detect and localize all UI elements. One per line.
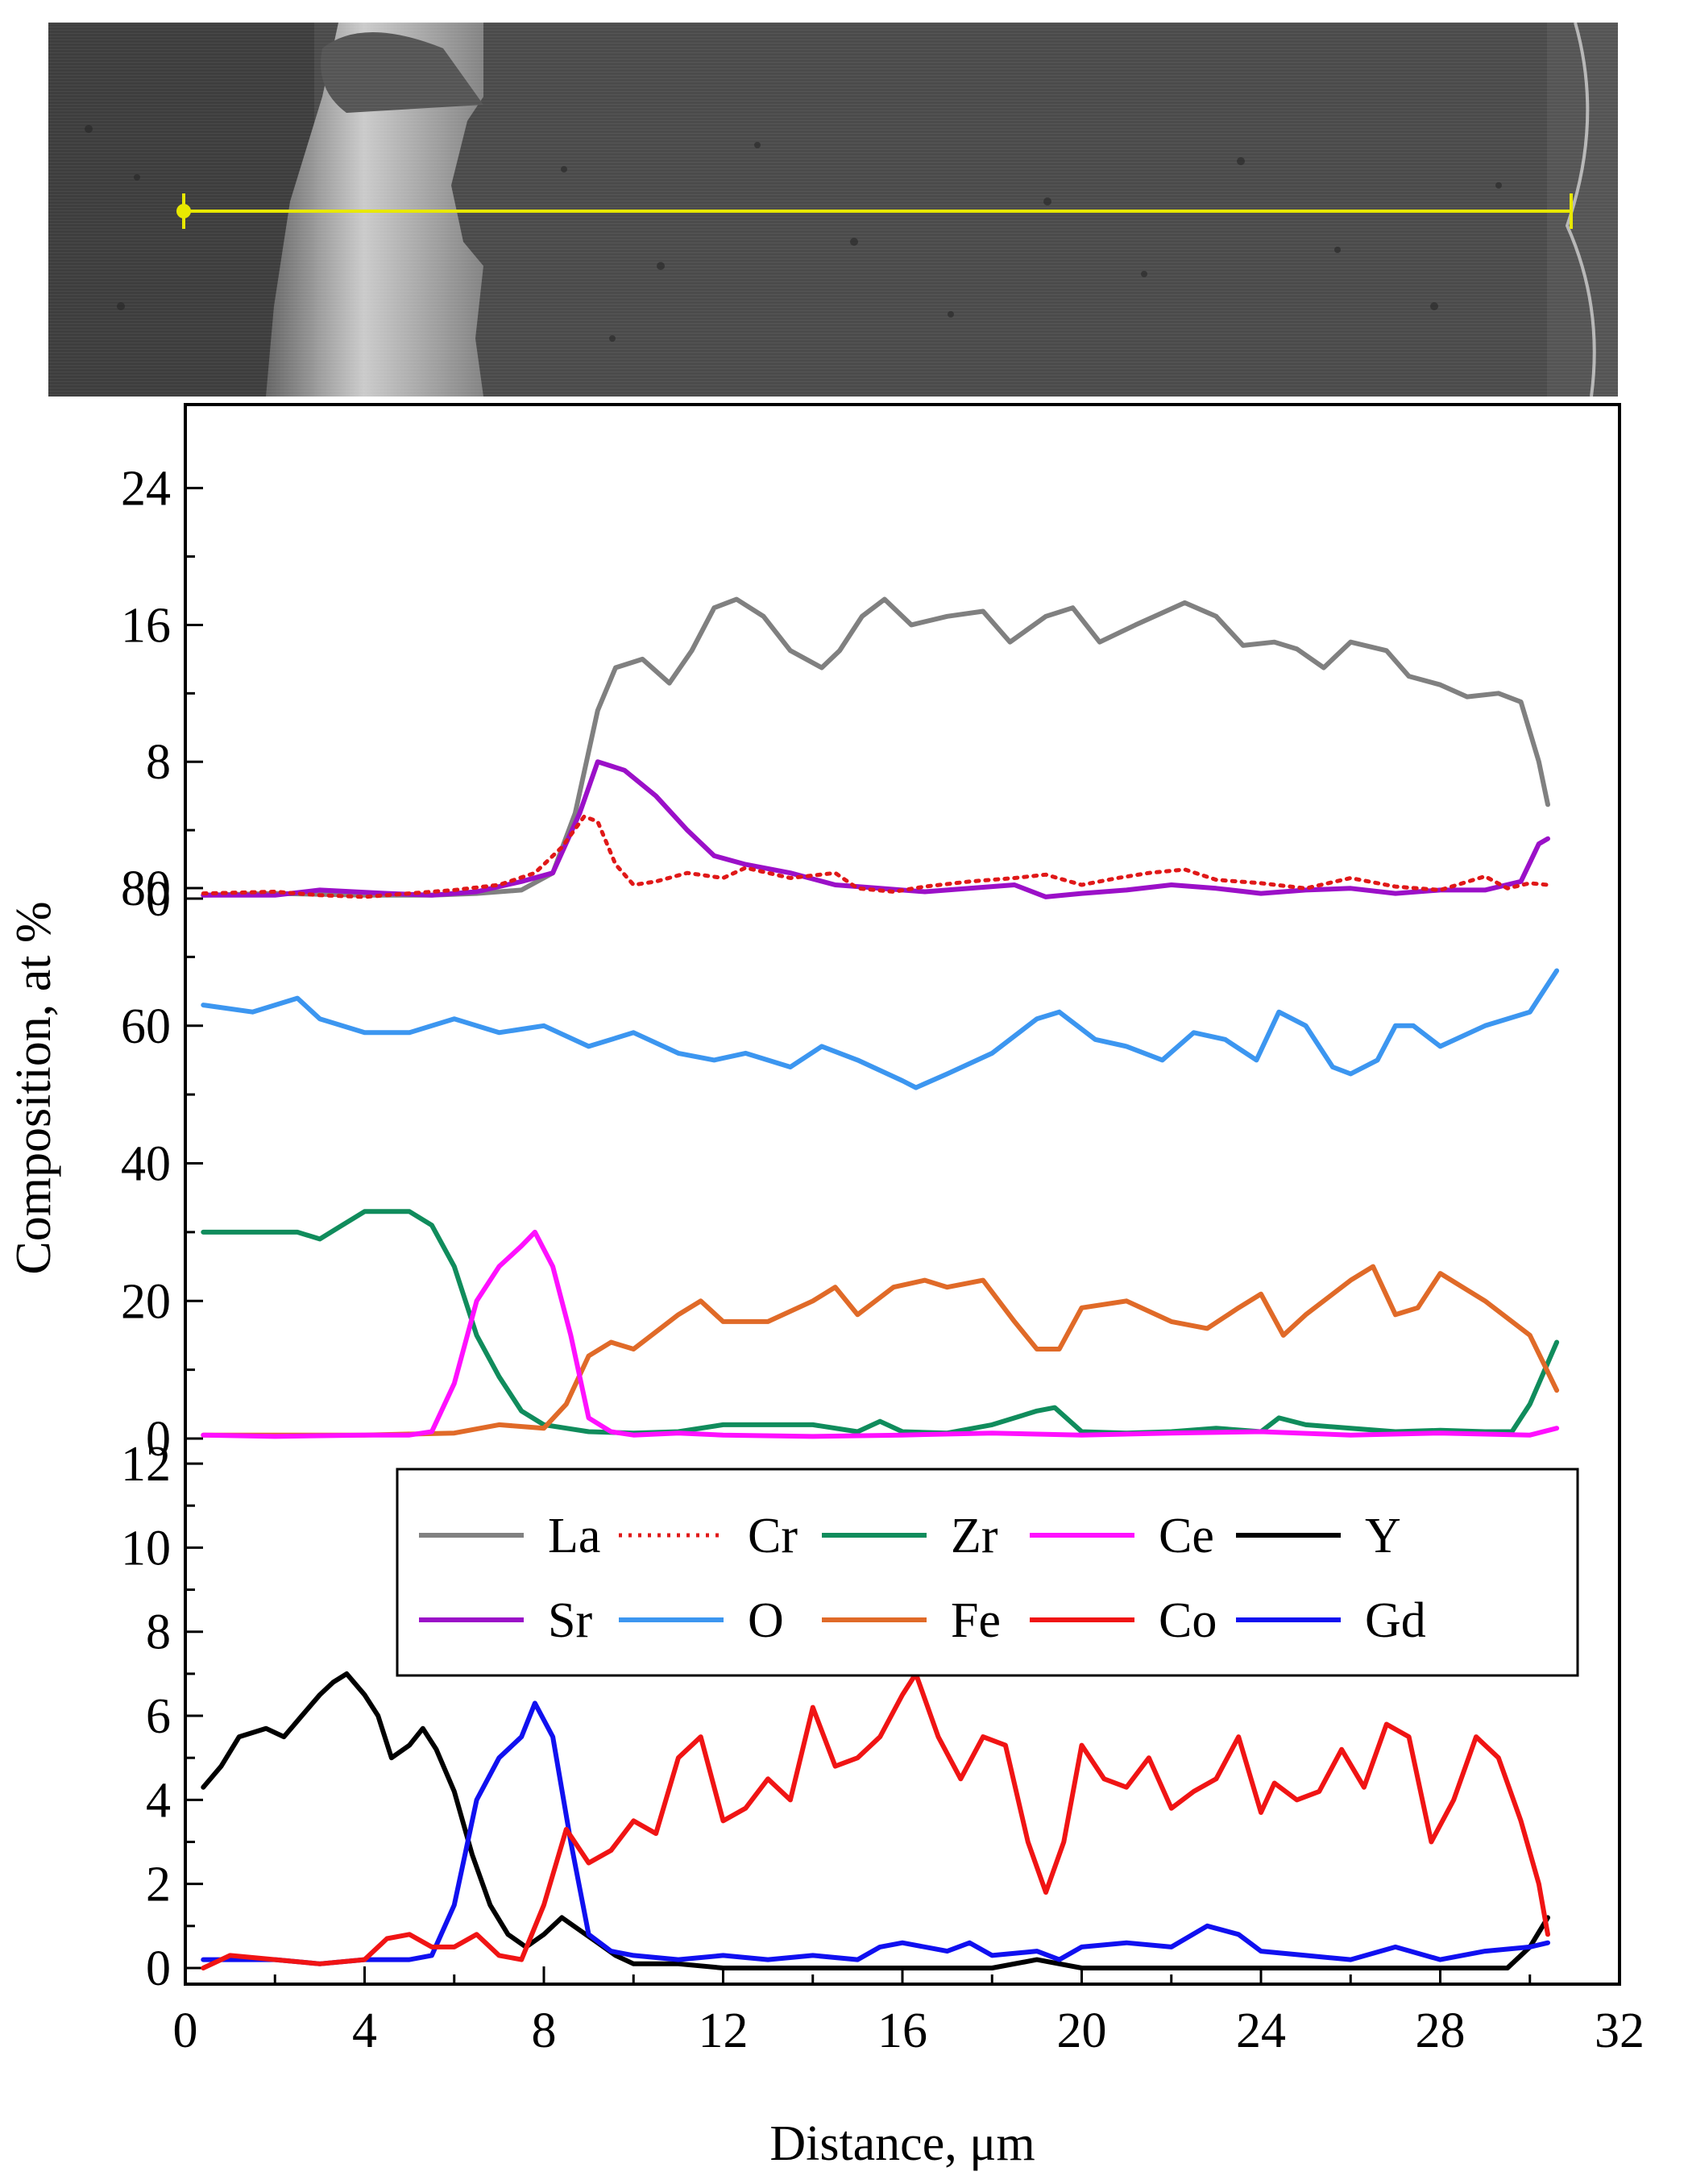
y-axis-title: Composition, at % (6, 901, 61, 1274)
x-tick-label: 8 (532, 2003, 557, 2058)
series-line-fe (201, 1264, 1560, 1438)
y-tick-label: 20 (121, 1274, 171, 1329)
y-tick-label: 0 (146, 1412, 171, 1467)
panel-bottom: 0 2 4 6 8 10 12 (121, 1437, 1550, 1996)
y-tick-label: 8 (146, 735, 171, 790)
series-line-co (201, 1671, 1550, 1970)
series-line-o (201, 968, 1560, 1090)
panel-middle: 0 20 40 60 80 (121, 862, 1560, 1467)
y-tick-label: 4 (146, 1773, 171, 1828)
y-tick-label: 12 (121, 1437, 171, 1492)
series-line-zr (201, 1209, 1560, 1436)
x-tick-label: 20 (1057, 2003, 1107, 2058)
legend-label-o: O (748, 1593, 784, 1648)
y-tick-label: 0 (146, 1941, 171, 1996)
series-line-cr (201, 814, 1550, 899)
legend-label-zr: Zr (951, 1509, 998, 1563)
x-tick-label: 0 (173, 2003, 198, 2058)
y-tick-label: 40 (121, 1137, 171, 1192)
y-tick-label: 2 (146, 1858, 171, 1912)
legend-label-la: La (548, 1509, 600, 1563)
legend-label-sr: Sr (548, 1593, 592, 1648)
series-line-y (201, 1671, 1550, 1970)
sem-pore-dots (85, 125, 1502, 342)
legend-items: La Cr Zr Ce Y Sr O Fe Co Gd (419, 1509, 1426, 1648)
series-line-la (201, 596, 1550, 898)
legend-box (396, 1468, 1579, 1677)
y-tick-label: 6 (146, 1689, 171, 1744)
legend-label-co: Co (1159, 1593, 1217, 1648)
x-tick-label: 24 (1236, 2003, 1286, 2058)
plot-frame (184, 403, 1621, 1986)
linescan-marker (176, 193, 1573, 229)
series-line-ce (201, 1229, 1560, 1439)
y-tick-label: 0 (146, 872, 171, 927)
y-tick-label: 10 (121, 1521, 171, 1576)
x-axis-title: Distance, μm (769, 2116, 1035, 2171)
legend-label-ce: Ce (1159, 1509, 1214, 1563)
panel-top: 0 8 16 24 (121, 462, 1550, 927)
legend: La Cr Zr Ce Y Sr O Fe Co Gd (396, 1468, 1579, 1677)
y-tick-label: 60 (121, 999, 171, 1054)
series-line-gd (201, 1700, 1550, 1966)
x-tick-label: 16 (877, 2003, 927, 2058)
y-tick-label: 8 (146, 1605, 171, 1660)
legend-label-cr: Cr (748, 1509, 798, 1563)
x-axis: 0 4 8 12 16 20 24 28 32 (173, 1966, 1644, 2058)
x-tick-label: 28 (1416, 2003, 1466, 2058)
series-line-sr (201, 759, 1550, 899)
legend-label-fe: Fe (951, 1593, 1001, 1648)
x-tick-label: 12 (699, 2003, 749, 2058)
y-tick-label: 80 (121, 862, 171, 916)
legend-label-gd: Gd (1365, 1593, 1426, 1648)
x-tick-label: 4 (352, 2003, 377, 2058)
x-tick-label: 32 (1595, 2003, 1644, 2058)
y-tick-label: 24 (121, 462, 171, 517)
y-tick-label: 16 (121, 598, 171, 653)
legend-label-y: Y (1365, 1509, 1401, 1563)
